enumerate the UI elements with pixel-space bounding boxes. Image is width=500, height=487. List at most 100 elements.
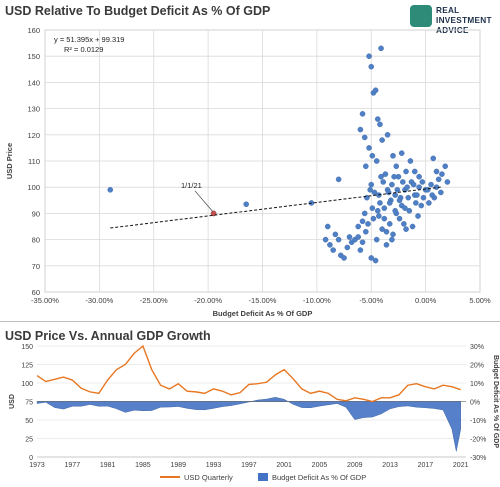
data-point bbox=[403, 226, 409, 232]
x-tick-label: 2001 bbox=[276, 462, 292, 469]
data-point bbox=[370, 215, 377, 222]
y-tick-label: 110 bbox=[28, 157, 40, 166]
x-tick-label: 1997 bbox=[241, 462, 257, 469]
x-tick-label: 1993 bbox=[206, 462, 222, 469]
data-point bbox=[380, 179, 387, 185]
data-point bbox=[386, 200, 393, 206]
data-point bbox=[414, 192, 420, 198]
data-point bbox=[327, 242, 333, 248]
data-point bbox=[390, 152, 396, 159]
eagle-logo-icon bbox=[410, 5, 432, 27]
data-point bbox=[344, 244, 351, 251]
data-point bbox=[385, 189, 392, 196]
y-tick-label: 25 bbox=[25, 437, 33, 444]
data-point bbox=[391, 173, 397, 180]
data-point bbox=[411, 168, 418, 175]
data-point bbox=[378, 173, 384, 180]
data-point bbox=[361, 134, 368, 141]
data-point bbox=[386, 221, 393, 227]
regression-equation: y = 51.395x + 99.319 bbox=[54, 35, 124, 44]
x-tick-label: 2017 bbox=[418, 462, 434, 469]
data-point bbox=[367, 187, 373, 193]
data-point bbox=[396, 197, 403, 204]
data-point bbox=[366, 53, 372, 60]
y-right-tick-label: -20% bbox=[470, 437, 486, 444]
data-point bbox=[335, 236, 342, 243]
data-point bbox=[377, 200, 383, 206]
data-point bbox=[373, 236, 380, 243]
x-tick-label: -30.00% bbox=[85, 296, 113, 305]
data-point bbox=[413, 200, 419, 206]
data-point bbox=[357, 247, 364, 253]
data-point bbox=[368, 63, 375, 70]
data-point bbox=[416, 173, 422, 180]
x-tick-label: 1985 bbox=[135, 462, 151, 469]
data-point bbox=[381, 205, 388, 211]
data-point bbox=[428, 181, 434, 188]
data-point bbox=[416, 184, 422, 190]
data-point bbox=[332, 231, 339, 238]
y-tick-label: 160 bbox=[27, 26, 40, 35]
x-tick-label: -10.00% bbox=[303, 296, 331, 305]
y-right-tick-label: 30% bbox=[470, 344, 484, 351]
y-tick-label: 50 bbox=[25, 418, 33, 425]
top-chart-title: USD Relative To Budget Deficit As % Of G… bbox=[5, 4, 271, 18]
x-tick-label: -5.00% bbox=[359, 296, 383, 305]
data-point bbox=[384, 131, 391, 138]
data-point bbox=[392, 207, 398, 214]
data-point bbox=[442, 163, 449, 170]
data-point bbox=[346, 234, 353, 240]
x-tick-label: -15.00% bbox=[249, 296, 277, 305]
y-right-tick-label: 0% bbox=[470, 400, 480, 407]
x-tick-label: 0.00% bbox=[415, 296, 437, 305]
y-right-tick-label: -30% bbox=[470, 455, 486, 462]
data-point bbox=[393, 163, 400, 170]
data-point bbox=[330, 247, 336, 253]
data-point bbox=[376, 213, 382, 219]
y-tick-label: 150 bbox=[27, 52, 40, 61]
data-point bbox=[415, 213, 421, 219]
data-point bbox=[383, 228, 390, 235]
data-point bbox=[359, 218, 366, 225]
data-point bbox=[389, 181, 395, 188]
y-right-tick-label: 20% bbox=[470, 363, 484, 370]
data-point bbox=[355, 234, 362, 240]
data-point bbox=[382, 171, 389, 177]
data-point bbox=[369, 152, 376, 159]
data-point bbox=[438, 189, 444, 196]
data-point bbox=[439, 171, 445, 177]
annotation-label: 1/1/21 bbox=[181, 181, 202, 190]
legend-deficit-swatch bbox=[258, 473, 268, 481]
data-point bbox=[390, 231, 396, 238]
legend-deficit-label: Budget Deficit As % Of GDP bbox=[272, 473, 366, 482]
data-point bbox=[401, 221, 407, 227]
scatter-chart: 60 70 80 90 100 110 120 130 140 150 160 -35.00% -30.… bbox=[5, 26, 491, 318]
data-point bbox=[341, 255, 347, 261]
data-point bbox=[426, 200, 432, 206]
data-point bbox=[409, 223, 416, 230]
y-right-tick-label: -10% bbox=[470, 418, 486, 425]
data-point bbox=[357, 126, 364, 133]
data-point bbox=[381, 215, 388, 222]
data-point bbox=[355, 223, 362, 230]
x-tick-label: 2005 bbox=[312, 462, 328, 469]
data-point bbox=[419, 179, 426, 185]
y-tick-label: 80 bbox=[32, 236, 40, 245]
data-point bbox=[369, 205, 376, 211]
x-tick-label: 2021 bbox=[453, 462, 469, 469]
data-point bbox=[324, 223, 331, 230]
data-point bbox=[359, 111, 366, 117]
data-point bbox=[379, 226, 385, 232]
data-point bbox=[363, 163, 369, 170]
y-tick-label: 60 bbox=[32, 288, 40, 297]
data-point bbox=[402, 205, 408, 211]
data-point bbox=[420, 194, 427, 201]
y-right-axis-label: Budget Deficit As % Of GDP bbox=[492, 355, 499, 448]
data-point bbox=[379, 137, 385, 143]
data-point bbox=[107, 187, 114, 193]
data-point bbox=[405, 194, 412, 201]
y-right-tick-label: 10% bbox=[470, 381, 484, 388]
deficit-area-series bbox=[36, 397, 461, 452]
data-point bbox=[403, 168, 409, 175]
x-tick-label: 1989 bbox=[170, 462, 186, 469]
